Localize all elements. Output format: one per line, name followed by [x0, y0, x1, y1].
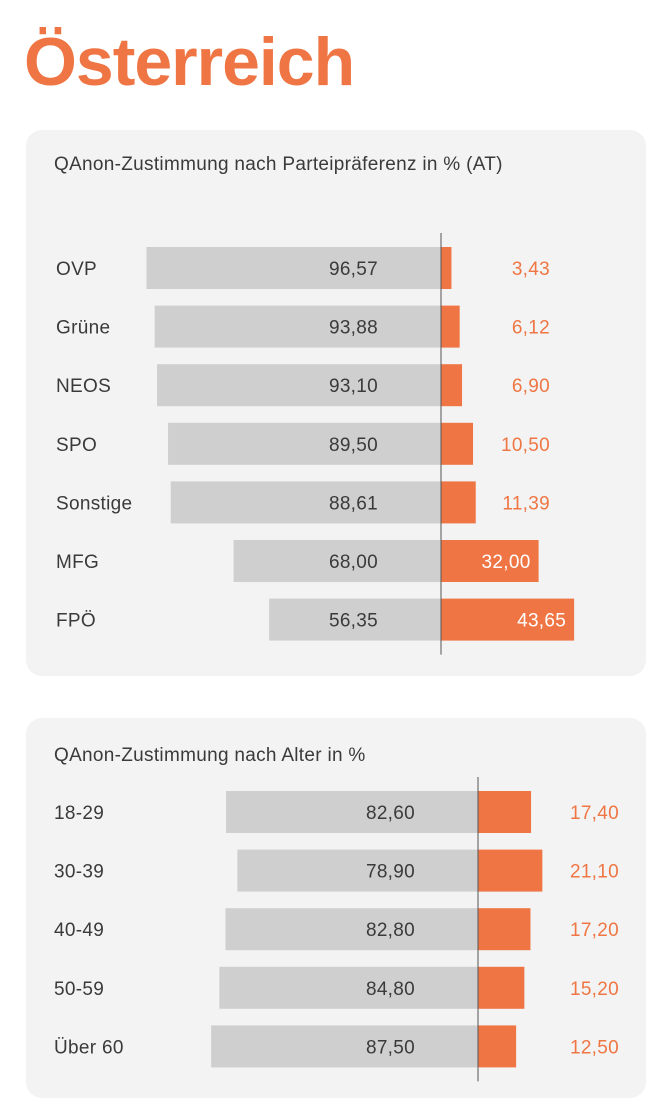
- bar-gray: [219, 966, 479, 1009]
- data-label: 6,90: [512, 376, 550, 397]
- data-label: 21,10: [570, 862, 619, 883]
- data-label: 17,40: [570, 803, 619, 824]
- bar-orange: [441, 598, 575, 641]
- data-label: 82,80: [366, 920, 415, 941]
- data-label: 78,90: [366, 862, 415, 883]
- data-label: 82,60: [366, 803, 415, 824]
- bar-gray: [233, 540, 441, 582]
- chart-panel-party: QAnon-Zustimmung nach Parteipräferenz in…: [26, 130, 646, 676]
- bar-gray: [226, 791, 478, 833]
- bar-orange: [441, 364, 463, 407]
- data-label: 68,00: [329, 552, 378, 573]
- category-label: NEOS: [56, 376, 111, 397]
- bar-orange: [441, 481, 476, 524]
- category-label: Sonstige: [56, 493, 132, 514]
- data-label: 32,00: [482, 552, 531, 573]
- data-label: 12,50: [570, 1037, 619, 1058]
- bar-orange: [441, 247, 452, 289]
- bar-gray: [170, 481, 441, 524]
- category-label: Über 60: [54, 1037, 124, 1058]
- bar-gray: [237, 849, 478, 892]
- data-label: 10,50: [501, 435, 550, 456]
- chart-panel-age: QAnon-Zustimmung nach Alter in % 18-29 82…: [26, 718, 646, 1098]
- chart-title: QAnon-Zustimmung nach Alter in %: [54, 745, 366, 766]
- category-label: 50-59: [54, 979, 104, 1000]
- data-label: 88,61: [329, 493, 378, 514]
- bar-orange: [441, 305, 460, 348]
- bar-gray: [154, 305, 441, 348]
- bar-orange: [441, 422, 474, 465]
- category-label: 30-39: [54, 862, 104, 883]
- data-label: 17,20: [570, 920, 619, 941]
- data-label: 87,50: [366, 1037, 415, 1058]
- data-label: 93,10: [329, 376, 378, 397]
- category-label: MFG: [56, 552, 99, 573]
- category-label: FPÖ: [56, 611, 96, 632]
- bar-gray: [225, 908, 478, 951]
- category-label: 18-29: [54, 803, 104, 824]
- bar-orange: [441, 540, 539, 582]
- bar-gray: [168, 422, 441, 465]
- bar-gray: [269, 598, 441, 641]
- data-label: 11,39: [502, 493, 550, 514]
- data-label: 84,80: [366, 979, 415, 1000]
- bar-orange: [478, 966, 525, 1009]
- data-label: 43,65: [517, 611, 566, 632]
- bar-gray: [211, 1025, 478, 1068]
- category-label: Grüne: [56, 318, 110, 339]
- bar-orange: [478, 849, 543, 892]
- bar-orange: [478, 791, 532, 833]
- data-label: 56,35: [329, 611, 378, 632]
- bar-orange: [478, 1025, 517, 1068]
- chart-title: QAnon-Zustimmung nach Parteipräferenz in…: [54, 154, 503, 175]
- category-label: SPO: [56, 435, 97, 456]
- page-title: Österreich: [24, 24, 355, 100]
- bar-gray: [157, 364, 442, 407]
- party-chart: OVP 96,57 3,43 Grüne 93,88 6,12 NEOS 93,10 6,90 S…: [56, 233, 575, 655]
- category-label: 40-49: [54, 920, 104, 941]
- bar-gray: [146, 247, 442, 289]
- data-label: 6,12: [512, 318, 550, 339]
- data-label: 3,43: [512, 259, 550, 280]
- data-label: 89,50: [329, 435, 378, 456]
- age-chart: 18-29 82,60 17,40 30-39 78,90 21,10 40-49 82,80…: [54, 777, 619, 1082]
- data-label: 93,88: [329, 318, 378, 339]
- category-label: OVP: [56, 259, 97, 280]
- bar-orange: [478, 908, 531, 951]
- data-label: 15,20: [570, 979, 619, 1000]
- data-label: 96,57: [329, 259, 378, 280]
